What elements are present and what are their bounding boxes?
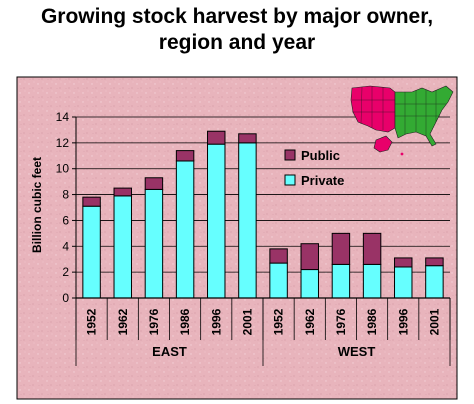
bar-public-west-1986: [362, 232, 382, 265]
x-tick-label-east-2001: 2001: [240, 308, 254, 335]
x-tick-label-east-1962: 1962: [116, 308, 130, 335]
legend-label-public: Public: [301, 148, 340, 163]
us-map-icon: [350, 85, 454, 156]
bar-public-east-1952: [82, 196, 101, 207]
x-tick-label-east-1976: 1976: [147, 308, 161, 335]
bar-public-west-1952: [269, 248, 288, 264]
bar-layer: [82, 130, 444, 299]
x-tick-label-west-1976: 1976: [334, 308, 348, 335]
us-map-hawaii: [400, 152, 404, 156]
bar-public-east-2001: [238, 133, 257, 144]
label-layer: 0 2 4 6 8 10 12 14 1952 1962 1976 1986 1996 2001 1952 1…: [56, 110, 442, 359]
chart-title-line-1: Growing stock harvest by major owner,: [40, 5, 434, 28]
x-tick-label-east-1996: 1996: [209, 308, 223, 335]
bar-public-east-1962: [113, 187, 132, 197]
legend-swatch-private: [284, 174, 296, 186]
bar-private-west-1996: [394, 266, 413, 299]
x-tick-label-east-1952: 1952: [85, 308, 99, 335]
bar-private-east-1996: [207, 143, 226, 299]
bar-public-east-1986: [175, 150, 195, 162]
x-tick-label-west-1962: 1962: [303, 308, 317, 335]
y-tick-label-0: 0: [62, 291, 69, 305]
x-tick-label-west-1986: 1986: [365, 308, 379, 335]
bar-public-east-1976: [144, 177, 164, 190]
bar-private-east-1962: [113, 195, 132, 299]
y-axis-label: Billion cubic feet: [30, 157, 44, 253]
x-tick-label-east-1986: 1986: [178, 308, 192, 335]
legend-swatch-public: [284, 149, 296, 161]
bar-private-west-1952: [269, 262, 288, 299]
chart-title-line-2: region and year: [158, 31, 316, 54]
x-tick-label-west-1996: 1996: [396, 308, 410, 335]
bar-public-west-1996: [394, 257, 413, 268]
legend: Public Private: [284, 148, 344, 188]
y-tick-label-6: 6: [62, 213, 69, 227]
y-tick-label-4: 4: [62, 239, 69, 253]
x-tick-label-west-2001: 2001: [427, 308, 441, 335]
bar-public-west-1976: [331, 232, 351, 265]
bar-public-west-1962: [300, 243, 319, 271]
bar-public-east-1996: [207, 130, 226, 145]
bar-private-west-1962: [300, 269, 319, 299]
bar-private-west-1986: [362, 263, 382, 299]
group-label-west: WEST: [338, 344, 376, 359]
bar-private-east-1976: [144, 188, 164, 299]
y-tick-label-12: 12: [56, 136, 70, 150]
x-tick-label-west-1952: 1952: [272, 308, 286, 335]
y-tick-label-14: 14: [56, 110, 70, 124]
us-map-west-region: [350, 85, 396, 133]
bar-private-east-1952: [82, 205, 101, 299]
group-label-east: EAST: [152, 344, 187, 359]
chart-title: Growing stock harvest by major owner, re…: [0, 4, 474, 56]
axis-layer: [72, 116, 451, 366]
us-map-alaska: [373, 135, 393, 153]
bar-private-east-2001: [238, 142, 257, 299]
y-tick-label-10: 10: [56, 162, 70, 176]
bar-private-west-2001: [425, 265, 444, 299]
bar-private-west-1976: [331, 263, 351, 299]
bar-public-west-2001: [425, 257, 444, 267]
legend-label-private: Private: [301, 173, 344, 188]
bar-private-east-1986: [175, 160, 195, 299]
y-tick-label-8: 8: [62, 188, 69, 202]
y-tick-label-2: 2: [62, 265, 69, 279]
